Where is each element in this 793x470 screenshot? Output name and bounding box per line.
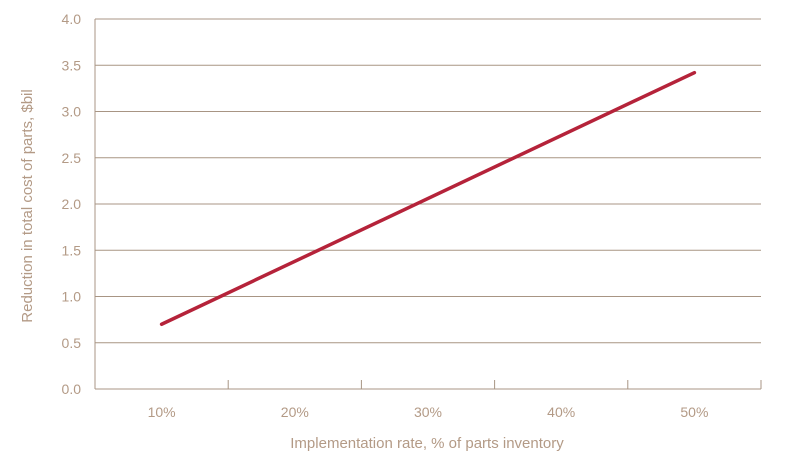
x-axis-title: Implementation rate, % of parts inventor… — [290, 435, 564, 452]
x-tick-label: 20% — [281, 404, 309, 420]
y-tick-label: 1.5 — [62, 242, 82, 258]
y-axis-title: Reduction in total cost of parts, $bil — [19, 89, 36, 322]
y-tick-label: 3.5 — [62, 57, 82, 73]
y-tick-labels: 0.0 0.5 1.0 1.5 2.0 2.5 3.0 3.5 4.0 — [62, 11, 82, 397]
gridlines — [94, 18, 762, 390]
y-tick-label: 4.0 — [62, 11, 82, 27]
x-tick-label: 30% — [414, 404, 442, 420]
x-tick-label: 50% — [680, 404, 708, 420]
x-tick-label: 40% — [547, 404, 575, 420]
y-tick-label: 3.0 — [62, 104, 82, 120]
x-tick-labels: 10% 20% 30% 40% 50% — [148, 404, 709, 420]
y-tick-label: 0.0 — [62, 381, 82, 397]
series-line — [159, 70, 697, 326]
y-tick-label: 2.0 — [62, 196, 82, 212]
y-tick-label: 1.0 — [62, 289, 82, 305]
y-tick-label: 0.5 — [62, 335, 82, 351]
x-tick-label: 10% — [148, 404, 176, 420]
series-layer — [159, 70, 697, 326]
y-tick-label: 2.5 — [62, 150, 82, 166]
